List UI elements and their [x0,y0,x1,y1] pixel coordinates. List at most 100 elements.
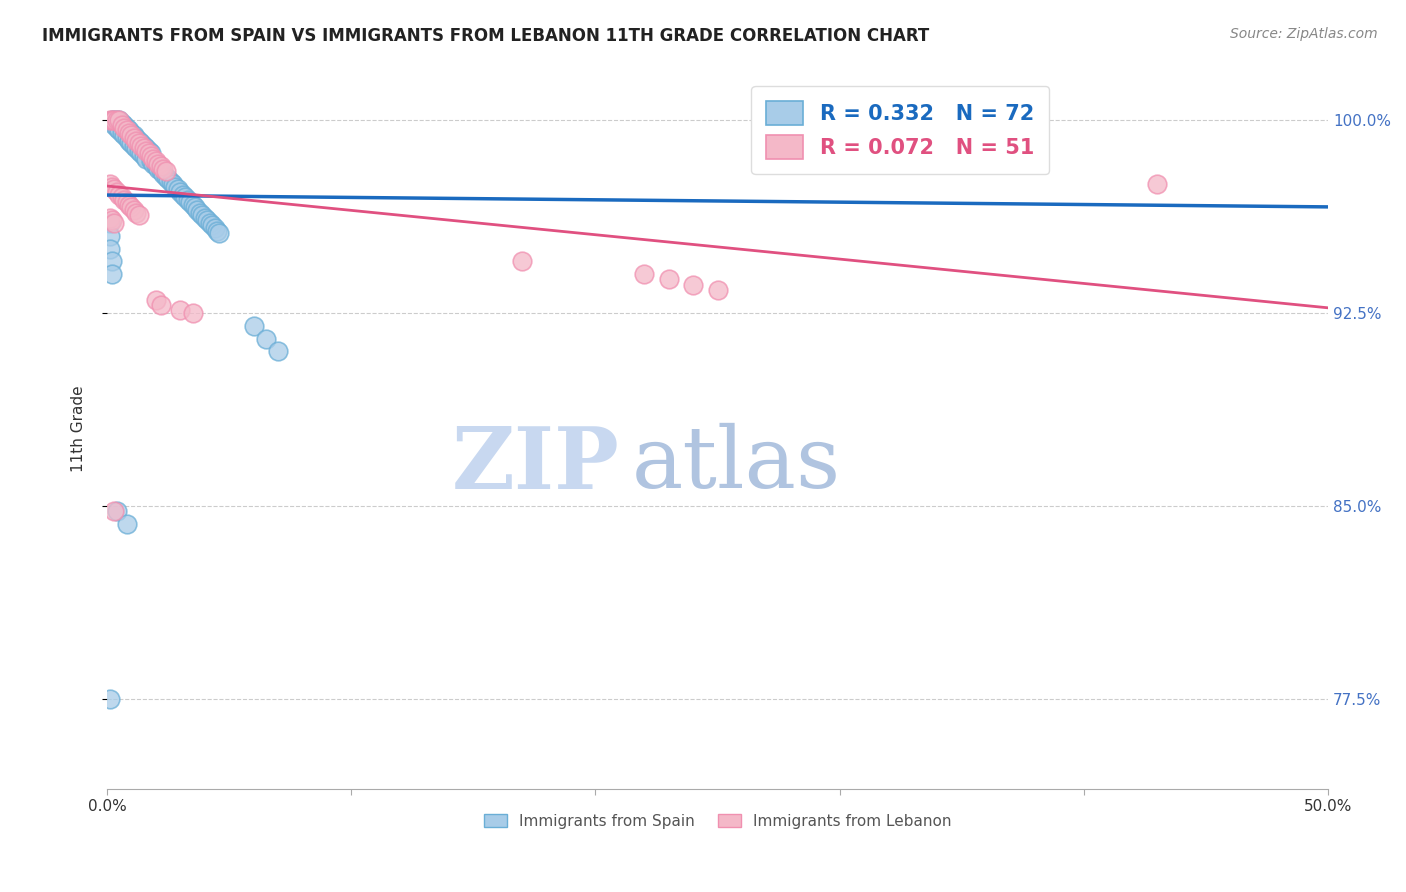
Point [254,332,277,346]
Point [155,164,177,178]
Point [152,161,174,176]
Point [125,205,148,219]
Point [125,134,148,148]
Point [135,141,157,155]
Point [132,149,155,163]
Point [510,254,533,268]
Point [111,115,134,129]
Point [195,213,218,227]
Point [112,128,135,143]
Point [149,164,172,178]
Point [174,190,197,204]
Point [148,156,170,170]
Point [115,131,138,145]
Point [122,128,145,143]
Point [118,134,141,148]
Point [103,504,125,518]
Point [128,208,150,222]
Point [105,112,128,127]
Point [135,152,157,166]
Point [129,146,152,161]
Point [139,146,162,161]
Point [149,298,172,312]
Point [142,152,165,166]
Point [103,216,125,230]
Point [101,112,124,127]
Point [208,226,231,240]
Point [98,216,121,230]
Point [179,195,201,210]
Point [111,190,134,204]
Point [148,161,170,176]
Point [184,200,207,214]
Point [267,344,290,359]
Point [98,242,121,256]
Point [121,126,143,140]
Point [201,219,224,233]
Point [108,123,131,137]
Point [121,200,143,214]
Point [112,193,135,207]
Point [98,211,121,225]
Point [105,112,128,127]
Point [682,277,704,292]
Point [181,306,204,320]
Point [101,213,124,227]
Point [108,187,131,202]
Point [128,134,150,148]
Point [188,205,211,219]
Point [198,216,221,230]
Point [633,267,655,281]
Point [129,136,152,150]
Point [139,149,162,163]
Point [105,185,128,199]
Point [139,154,162,169]
Point [658,272,681,286]
Point [98,112,121,127]
Point [121,136,143,150]
Point [186,202,208,217]
Point [98,228,121,243]
Point [112,120,135,135]
Point [101,254,124,268]
Text: Source: ZipAtlas.com: Source: ZipAtlas.com [1230,27,1378,41]
Legend: Immigrants from Spain, Immigrants from Lebanon: Immigrants from Spain, Immigrants from L… [478,807,957,835]
Point [98,691,121,706]
Point [115,516,138,531]
Point [205,223,228,237]
Point [145,154,167,169]
Point [121,128,143,143]
Point [242,318,264,333]
Point [118,123,141,137]
Point [125,131,148,145]
Point [122,138,145,153]
Point [112,118,135,132]
Point [172,187,194,202]
Point [204,221,226,235]
Point [1146,178,1168,192]
Point [111,118,134,132]
Point [167,182,190,196]
Point [138,144,160,158]
Point [111,126,134,140]
Point [125,141,148,155]
Point [779,112,801,127]
Text: atlas: atlas [633,423,841,506]
Text: IMMIGRANTS FROM SPAIN VS IMMIGRANTS FROM LEBANON 11TH GRADE CORRELATION CHART: IMMIGRANTS FROM SPAIN VS IMMIGRANTS FROM… [42,27,929,45]
Point [157,172,180,186]
Point [128,144,150,158]
Point [132,138,155,153]
Point [105,504,128,518]
Point [103,182,125,196]
Point [118,198,141,212]
Point [103,112,125,127]
Point [181,198,204,212]
Point [145,293,167,307]
Point [122,131,145,145]
Point [165,179,187,194]
Point [142,156,165,170]
Point [98,178,121,192]
Point [169,185,191,199]
Point [101,112,124,127]
Point [115,123,138,137]
